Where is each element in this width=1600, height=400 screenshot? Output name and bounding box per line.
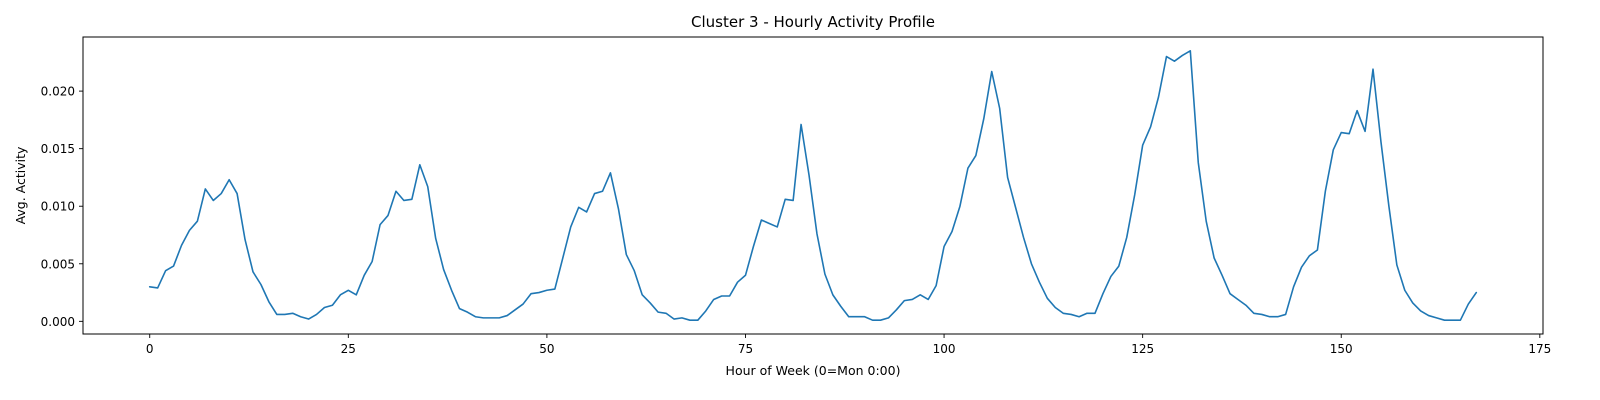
y-tick-label: 0.005 (41, 257, 75, 271)
y-tick-label: 0.015 (41, 142, 75, 156)
y-tick-label: 0.010 (41, 200, 75, 214)
y-axis-label: Avg. Activity (13, 146, 28, 224)
x-tick-label: 175 (1528, 342, 1551, 356)
x-tick-label: 25 (341, 342, 356, 356)
x-tick-label: 50 (539, 342, 554, 356)
x-axis-label: Hour of Week (0=Mon 0:00) (726, 363, 901, 378)
x-tick-label: 125 (1131, 342, 1154, 356)
plot-area-frame (82, 36, 1544, 335)
x-tick-label: 150 (1330, 342, 1353, 356)
series-line (148, 50, 1478, 321)
chart-title: Cluster 3 - Hourly Activity Profile (691, 13, 935, 31)
x-tick-label: 0 (146, 342, 154, 356)
y-axis: 0.000 0.005 0.010 0.015 0.020 (41, 85, 83, 329)
y-tick-label: 0.000 (41, 315, 75, 329)
x-axis: 0 25 50 75 100 125 150 175 (146, 334, 1551, 356)
y-tick-label: 0.020 (41, 85, 75, 99)
x-tick-label: 100 (933, 342, 956, 356)
x-tick-label: 75 (738, 342, 753, 356)
